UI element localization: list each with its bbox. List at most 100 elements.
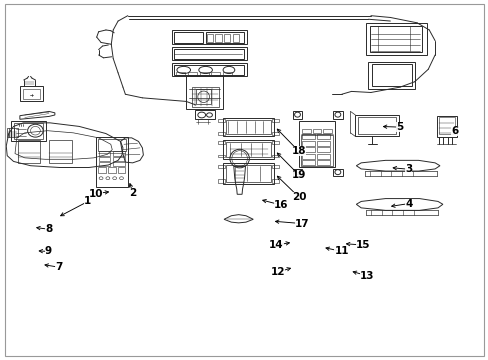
Bar: [292, 111, 301, 118]
Bar: [19, 140, 40, 163]
Bar: [232, 33, 239, 42]
Bar: [317, 147, 329, 152]
Bar: [222, 140, 273, 159]
Bar: [301, 160, 314, 165]
Bar: [96, 137, 127, 187]
Bar: [368, 62, 414, 89]
Bar: [317, 160, 329, 165]
Bar: [225, 120, 270, 134]
Bar: [196, 89, 211, 104]
Bar: [49, 140, 72, 163]
Bar: [271, 179, 278, 183]
Text: 7: 7: [55, 262, 62, 272]
Bar: [174, 49, 244, 59]
Bar: [224, 33, 230, 42]
Bar: [186, 76, 222, 109]
Bar: [371, 64, 411, 86]
Text: 9: 9: [44, 247, 52, 256]
Bar: [317, 141, 329, 146]
Bar: [217, 132, 224, 135]
Bar: [292, 168, 301, 176]
Bar: [215, 33, 221, 42]
Text: 1: 1: [84, 197, 91, 206]
Bar: [317, 134, 329, 139]
Bar: [174, 32, 203, 43]
Bar: [301, 129, 310, 133]
Bar: [355, 115, 398, 136]
Text: 14: 14: [269, 240, 284, 250]
Bar: [11, 121, 46, 141]
Bar: [113, 152, 124, 156]
Bar: [317, 154, 329, 158]
Text: 6: 6: [450, 126, 457, 136]
Bar: [171, 30, 246, 44]
Bar: [217, 155, 224, 157]
Bar: [171, 63, 246, 76]
Text: 3: 3: [405, 164, 411, 174]
Bar: [99, 152, 110, 156]
Text: 13: 13: [359, 271, 373, 281]
Bar: [217, 119, 224, 122]
Bar: [223, 72, 231, 75]
Bar: [271, 141, 278, 144]
Bar: [217, 141, 224, 144]
Bar: [332, 111, 342, 118]
Bar: [171, 47, 246, 60]
Bar: [301, 141, 314, 146]
Text: 5: 5: [396, 122, 403, 132]
Text: 2: 2: [129, 188, 136, 198]
Bar: [312, 129, 321, 133]
Bar: [217, 165, 224, 168]
Text: 20: 20: [291, 192, 305, 202]
Bar: [98, 167, 106, 173]
Bar: [222, 163, 273, 184]
Bar: [117, 167, 125, 173]
Bar: [271, 165, 278, 168]
Text: 4: 4: [405, 199, 412, 208]
Text: 12: 12: [270, 267, 284, 277]
Text: 16: 16: [273, 200, 287, 210]
Text: 18: 18: [291, 147, 305, 157]
Bar: [300, 135, 333, 166]
Text: 15: 15: [355, 240, 369, 250]
Bar: [366, 23, 426, 55]
Bar: [271, 119, 278, 122]
Bar: [271, 155, 278, 157]
Bar: [225, 165, 270, 182]
Bar: [99, 157, 110, 161]
Bar: [7, 128, 18, 137]
Bar: [113, 157, 124, 161]
Bar: [200, 72, 208, 75]
Bar: [271, 132, 278, 135]
Text: 17: 17: [294, 219, 308, 229]
Text: 10: 10: [89, 189, 103, 199]
Bar: [301, 147, 314, 152]
Bar: [438, 117, 454, 134]
Bar: [369, 26, 422, 52]
Bar: [222, 118, 273, 136]
Text: 11: 11: [334, 247, 348, 256]
Text: 19: 19: [291, 170, 305, 180]
Bar: [206, 33, 212, 42]
Bar: [301, 154, 314, 158]
Bar: [113, 162, 124, 166]
Bar: [323, 129, 331, 133]
Bar: [225, 142, 270, 157]
Bar: [436, 116, 456, 137]
Bar: [188, 72, 197, 75]
Bar: [301, 134, 314, 139]
Bar: [217, 179, 224, 183]
Bar: [358, 117, 395, 134]
Bar: [98, 139, 125, 152]
Bar: [192, 87, 218, 107]
Bar: [195, 111, 215, 119]
Bar: [14, 123, 43, 139]
Bar: [23, 89, 40, 99]
Bar: [108, 167, 116, 173]
Bar: [211, 72, 220, 75]
Bar: [20, 86, 43, 102]
Bar: [332, 168, 342, 176]
Bar: [174, 64, 244, 75]
Bar: [205, 32, 244, 43]
Text: 8: 8: [45, 224, 53, 234]
